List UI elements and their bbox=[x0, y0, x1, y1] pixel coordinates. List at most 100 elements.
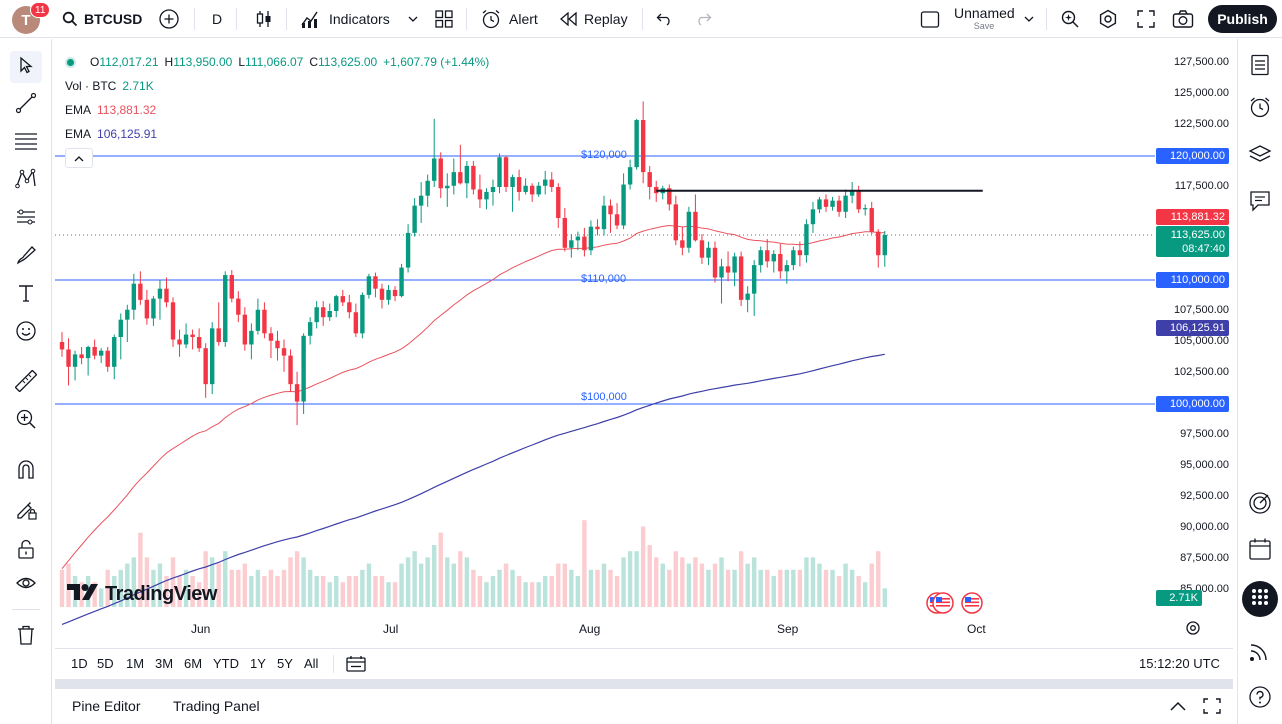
quick-search-button[interactable] bbox=[1060, 6, 1080, 32]
volume-bar bbox=[98, 588, 104, 607]
indicators-button[interactable]: Indicators bbox=[300, 6, 418, 32]
range-ytd[interactable]: YTD bbox=[213, 656, 239, 671]
volume-bar bbox=[836, 576, 842, 607]
volume-bar bbox=[255, 569, 261, 607]
settings-button[interactable] bbox=[1098, 6, 1118, 32]
trend-line-tool[interactable] bbox=[10, 89, 42, 121]
candle-body bbox=[621, 184, 626, 226]
layout-dropdown-button[interactable] bbox=[1024, 6, 1034, 32]
templates-button[interactable] bbox=[434, 6, 454, 32]
volume-bar bbox=[262, 576, 267, 607]
compare-symbol-button[interactable] bbox=[158, 6, 180, 32]
range-1y[interactable]: 1Y bbox=[250, 656, 266, 671]
candle-body bbox=[725, 266, 731, 273]
emoji-tool[interactable] bbox=[10, 317, 42, 349]
close-value: 113,625.00 bbox=[318, 55, 378, 69]
magnet-icon bbox=[15, 458, 37, 485]
go-to-date-button[interactable] bbox=[345, 655, 367, 678]
volume-bar bbox=[464, 557, 470, 607]
range-all[interactable]: All bbox=[304, 656, 319, 671]
candle-body bbox=[151, 298, 156, 319]
change-value: +1,607.79 (+1.44%) bbox=[383, 55, 490, 69]
market-status-dot[interactable] bbox=[65, 56, 76, 68]
range-3m[interactable]: 3M bbox=[155, 656, 174, 671]
volume-bar bbox=[497, 569, 502, 607]
layout-menu-button[interactable] bbox=[920, 6, 940, 32]
last-price-value: 113,625.00 bbox=[1170, 228, 1225, 241]
fullscreen-button[interactable] bbox=[1136, 6, 1156, 32]
object-tree-button[interactable] bbox=[1244, 141, 1276, 173]
maximize-panel-button[interactable] bbox=[1203, 698, 1221, 719]
symbol-search-button[interactable]: BTCUSD bbox=[62, 6, 142, 32]
time-label-jun: Jun bbox=[191, 622, 211, 636]
collapse-panel-button[interactable] bbox=[1169, 699, 1187, 717]
remove-drawings-tool[interactable] bbox=[10, 621, 42, 653]
drawing-mode-tool[interactable] bbox=[10, 495, 42, 527]
candle-body bbox=[771, 253, 776, 262]
text-tool[interactable] bbox=[10, 279, 42, 311]
alerts-panel-button[interactable] bbox=[1244, 93, 1276, 125]
candle-body bbox=[229, 275, 234, 299]
interval-button[interactable]: D bbox=[212, 6, 222, 32]
publish-button[interactable]: Publish bbox=[1208, 5, 1277, 33]
tradingview-watermark[interactable]: TradingView bbox=[67, 583, 217, 606]
fib-retracement-tool[interactable] bbox=[10, 127, 42, 159]
alert-button[interactable]: Alert bbox=[480, 6, 538, 32]
volume-bar bbox=[732, 569, 737, 607]
notification-badge[interactable]: 11 bbox=[30, 2, 51, 18]
help-button[interactable] bbox=[1244, 683, 1276, 715]
lock-drawings-tool[interactable] bbox=[10, 535, 42, 567]
hide-drawings-tool[interactable] bbox=[10, 569, 42, 601]
data-stream-button[interactable] bbox=[1244, 637, 1276, 669]
zoom-in-tool[interactable] bbox=[10, 405, 42, 437]
economic-events-icons[interactable] bbox=[925, 592, 989, 619]
pattern-tool[interactable] bbox=[10, 165, 42, 197]
range-5d[interactable]: 5D bbox=[97, 656, 114, 671]
brush-tool[interactable] bbox=[10, 241, 42, 273]
eye-icon bbox=[15, 572, 37, 599]
magnet-tool[interactable] bbox=[10, 455, 42, 487]
tab-trading-panel[interactable]: Trading Panel bbox=[173, 698, 260, 714]
chart-settings-button[interactable] bbox=[1185, 620, 1201, 641]
volume-legend-row[interactable]: Vol · BTC 2.71K bbox=[65, 74, 489, 98]
utc-clock[interactable]: 15:12:20 UTC bbox=[1139, 656, 1220, 671]
redo-button[interactable] bbox=[694, 6, 712, 32]
ema-slow-legend-row[interactable]: EMA 106,125.91 bbox=[65, 122, 489, 146]
fib-lines-icon bbox=[14, 130, 38, 157]
products-button[interactable] bbox=[1242, 581, 1278, 617]
candle-body bbox=[849, 190, 855, 196]
forecasting-tool[interactable] bbox=[10, 203, 42, 235]
chart-pane[interactable]: $120,000 $110,000 $100,000 O112,017.21 H… bbox=[55, 42, 1233, 642]
range-1m[interactable]: 1M bbox=[126, 656, 145, 671]
ema-fast-legend-row[interactable]: EMA 113,881.32 bbox=[65, 98, 489, 122]
candle-body bbox=[418, 195, 424, 206]
cursor-tool[interactable] bbox=[10, 51, 42, 83]
calendar-button[interactable] bbox=[1244, 535, 1276, 567]
snapshot-button[interactable] bbox=[1172, 6, 1194, 32]
layout-name[interactable]: Unnamed Save bbox=[954, 6, 1015, 32]
volume-bar bbox=[719, 557, 724, 607]
hotlists-button[interactable] bbox=[1244, 489, 1276, 521]
range-1d[interactable]: 1D bbox=[71, 656, 88, 671]
collapse-legend-button[interactable] bbox=[65, 148, 93, 168]
watchlist-button[interactable] bbox=[1244, 51, 1276, 83]
candle-body bbox=[386, 289, 391, 300]
measure-tool[interactable] bbox=[10, 367, 42, 399]
chats-button[interactable] bbox=[1244, 187, 1276, 219]
price-chart[interactable] bbox=[55, 42, 1233, 642]
calendar-icon bbox=[1248, 537, 1272, 566]
volume-bar bbox=[595, 569, 600, 607]
tab-pine-editor[interactable]: Pine Editor bbox=[72, 698, 141, 714]
candle-body bbox=[72, 354, 78, 367]
candle-body bbox=[157, 288, 163, 299]
range-6m[interactable]: 6M bbox=[184, 656, 203, 671]
range-5y[interactable]: 5Y bbox=[277, 656, 293, 671]
candle-body bbox=[536, 185, 541, 195]
replay-button[interactable]: Replay bbox=[560, 6, 628, 32]
volume-bar bbox=[647, 545, 652, 607]
close-key: C bbox=[309, 55, 318, 69]
volume-bar bbox=[216, 563, 221, 607]
undo-button[interactable] bbox=[656, 6, 674, 32]
volume-bar bbox=[862, 582, 868, 607]
chart-type-button[interactable] bbox=[254, 6, 274, 32]
